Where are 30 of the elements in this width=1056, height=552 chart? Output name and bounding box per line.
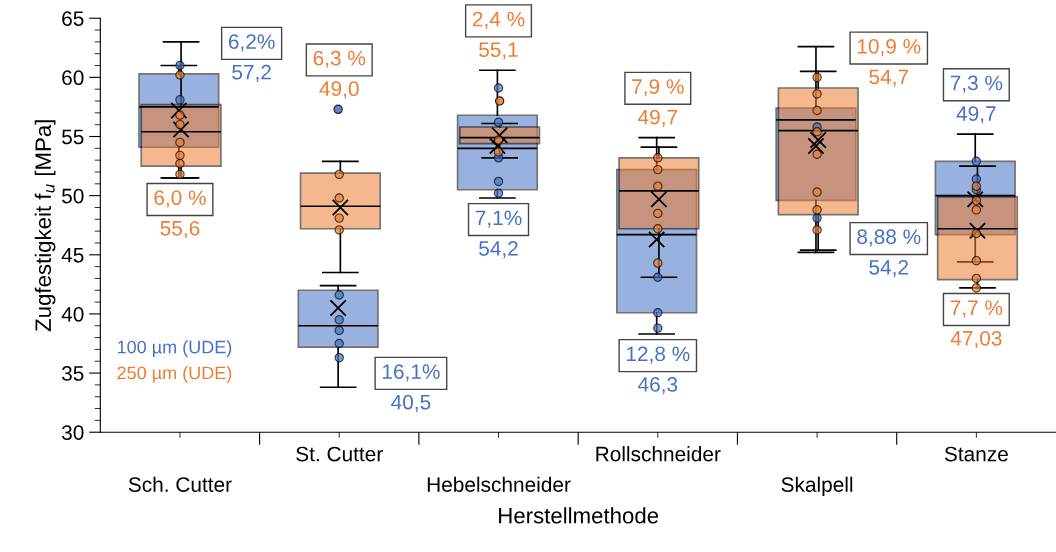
x-tick-label: Skalpell bbox=[781, 476, 853, 497]
y-tick-label: 55 bbox=[62, 129, 84, 145]
text: 2,4 % 55,1 bbox=[472, 11, 525, 60]
text: 7,7 % 47,03 bbox=[950, 300, 1003, 349]
y-tick-label: 35 bbox=[61, 366, 84, 381]
y-tick-label: 45 bbox=[61, 248, 84, 263]
y-tick-label: 65 bbox=[62, 11, 84, 26]
text: 100 µm (UDE) bbox=[117, 340, 232, 357]
y-tick-label: 50 bbox=[62, 188, 84, 204]
text: 6,3 % 49,0 bbox=[313, 50, 366, 99]
text: 12,8 % 46,3 bbox=[626, 346, 690, 395]
x-tick-label: Sch. Cutter bbox=[128, 476, 232, 492]
y-tick-label: 40 bbox=[61, 306, 84, 322]
text: 7,1% 54,2 bbox=[475, 210, 522, 259]
text: 7,9 % 49,7 bbox=[632, 79, 684, 127]
text: 6,0 % 55,6 bbox=[154, 190, 206, 239]
x-tick-label: Hebelschneider bbox=[427, 476, 571, 492]
y-tick-label: 60 bbox=[62, 70, 84, 86]
text: 16,1% 40,5 bbox=[382, 364, 440, 412]
x-tick-label: Rollschneider bbox=[596, 446, 721, 462]
x-tick-label: Stanze bbox=[944, 446, 1008, 462]
x-tick-label: St. Cutter bbox=[296, 446, 383, 462]
text: 10,9 % 54,7 bbox=[857, 38, 921, 87]
text: 250 µm (UDE) bbox=[117, 366, 232, 383]
text: 8,88 % 54,2 bbox=[857, 229, 921, 278]
text: 6,2% 57,2 bbox=[228, 34, 275, 82]
y-tick-label: 30 bbox=[61, 425, 84, 440]
text: 7,3 % 49,7 bbox=[950, 75, 1003, 124]
x-axis-title: Herstellmethode bbox=[499, 507, 659, 524]
y-axis-title: Zugfestigkeit f$_{u}$ [MPa] bbox=[34, 120, 56, 332]
